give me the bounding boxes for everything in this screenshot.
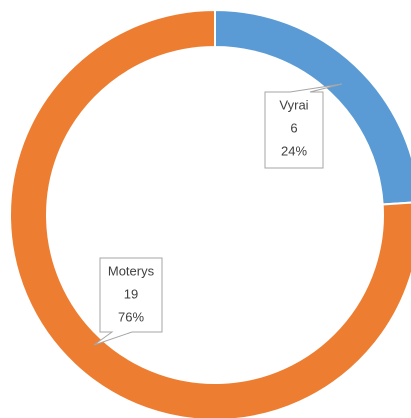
- value-label: 6: [290, 120, 297, 135]
- value-label: 19: [124, 286, 138, 301]
- percent-label: 76%: [118, 309, 144, 324]
- slice: [9, 8, 411, 418]
- category-label: Vyrai: [279, 97, 308, 112]
- category-label: Moterys: [108, 263, 155, 278]
- callout: [93, 257, 163, 346]
- callout: [264, 83, 343, 169]
- percent-label: 24%: [281, 143, 307, 158]
- slice: [214, 8, 411, 206]
